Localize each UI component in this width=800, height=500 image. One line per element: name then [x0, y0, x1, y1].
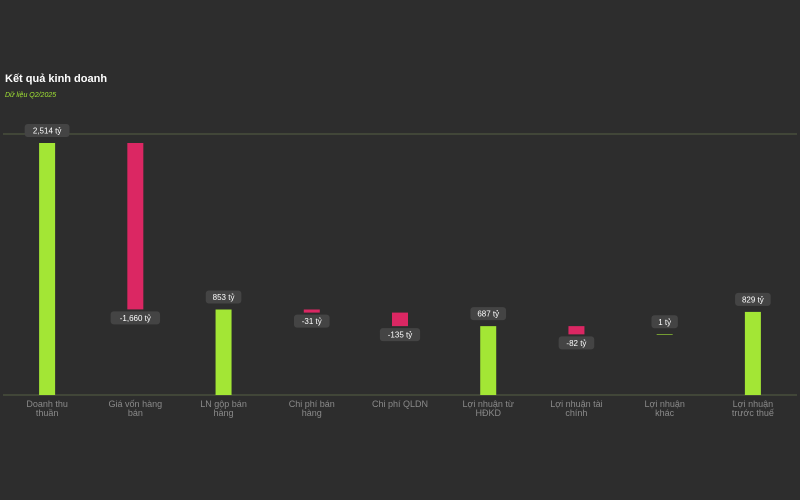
value-label-1: -1,660 tỷ [110, 311, 161, 325]
value-label-4: -135 tỷ [379, 328, 421, 342]
bar-5[interactable] [480, 326, 497, 395]
category-label: trước thuế [732, 408, 774, 418]
chart-title: Kết quả kinh doanh [5, 73, 108, 85]
bar-1[interactable] [127, 143, 144, 310]
value-label-text: 853 tỷ [213, 293, 235, 302]
value-label-8: 829 tỷ [735, 292, 771, 306]
category-label: HĐKD [475, 408, 501, 418]
value-label-bg [205, 290, 242, 304]
category-label: Giá vốn hàng [109, 399, 163, 409]
value-label-6: -82 tỷ [558, 336, 595, 350]
value-label-text: -1,660 tỷ [120, 314, 151, 323]
value-label-5: 687 tỷ [470, 307, 507, 321]
category-label: chính [565, 408, 587, 418]
category-label: Lợi nhuận tài [550, 399, 602, 409]
value-label-bg [110, 311, 161, 325]
bar-4[interactable] [392, 312, 408, 327]
value-label-text: 829 tỷ [742, 295, 764, 304]
value-label-text: 2,514 tỷ [33, 127, 61, 136]
value-label-2: 853 tỷ [205, 290, 242, 304]
value-label-bg [558, 336, 595, 350]
category-label: Chi phí bán [289, 399, 335, 409]
category-label: hàng [302, 408, 322, 418]
value-label-text: 687 tỷ [477, 310, 499, 319]
value-label-bg [735, 292, 771, 306]
value-label-0: 2,514 tỷ [24, 124, 70, 137]
value-label-bg [24, 124, 70, 137]
bar-0[interactable] [39, 143, 56, 395]
category-label: Lợi nhuận từ [462, 399, 513, 409]
bar-3[interactable] [303, 309, 320, 313]
value-label-bg [470, 307, 507, 321]
bar-2[interactable] [215, 309, 232, 395]
value-label-text: -31 tỷ [302, 317, 322, 326]
bar-8[interactable] [744, 311, 761, 395]
value-label-bg [651, 315, 678, 329]
category-label: khác [655, 408, 675, 418]
bar-6[interactable] [568, 326, 585, 335]
value-label-3: -31 tỷ [293, 314, 330, 328]
category-label: hàng [214, 408, 234, 418]
value-label-text: -82 tỷ [566, 339, 586, 348]
category-label: Chi phí QLDN [372, 399, 428, 409]
value-label-text: -135 tỷ [388, 331, 412, 340]
category-label: Lợi nhuận [733, 399, 773, 409]
category-label: LN gộp bán [200, 399, 247, 409]
chart-subtitle: Dữ liệu Q2/2025 [5, 92, 57, 99]
category-label: Doanh thu [26, 399, 68, 409]
bar-7[interactable] [656, 334, 673, 335]
value-label-text: 1 tỷ [658, 318, 671, 327]
value-label-7: 1 tỷ [651, 315, 678, 329]
category-label: thuần [36, 408, 59, 418]
category-label: Lợi nhuận [644, 399, 684, 409]
value-label-bg [379, 328, 421, 342]
category-label: bán [128, 408, 143, 418]
value-label-bg [293, 314, 330, 328]
